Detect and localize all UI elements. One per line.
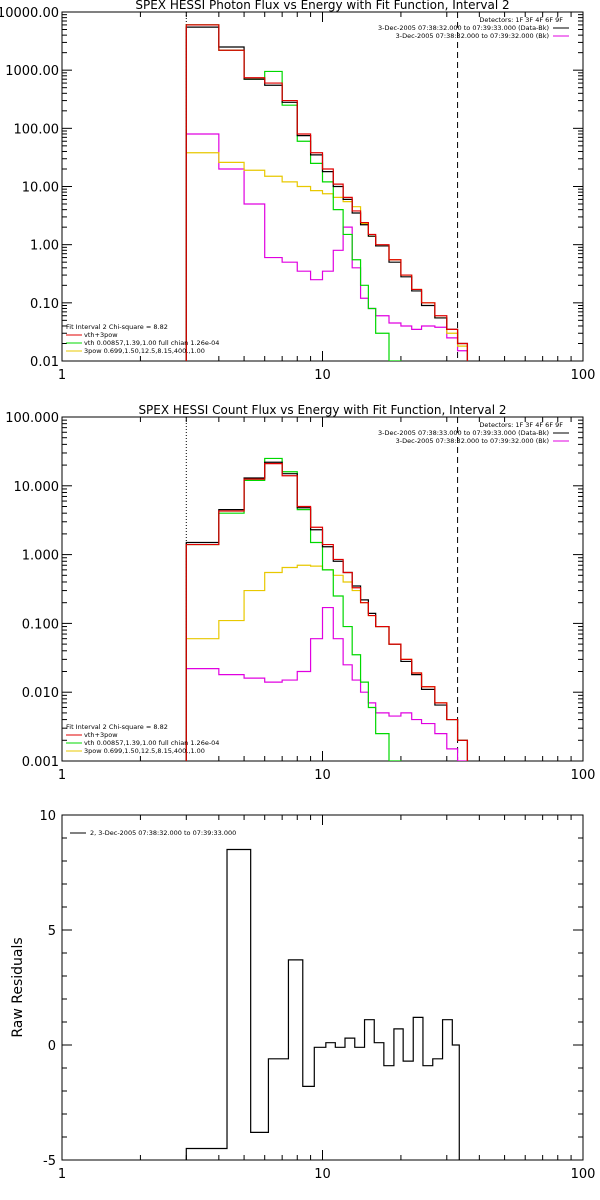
- panel-2-header-text: 3-Dec-2005 07:38:33.000 to 07:39:33.000 …: [378, 429, 549, 437]
- series-vth_plus_3pow-line: [185, 24, 469, 361]
- panel-3-x-tick-label: 10: [314, 1167, 331, 1182]
- panel-2-legend-text: vth+3pow: [84, 731, 118, 739]
- panel-1-legend-text: vth 0.00857,1.39,1.00 full chian 1.26e-0…: [84, 339, 219, 347]
- series-vth_plus_3pow-line: [185, 463, 469, 761]
- panel-1-legend-text: Fit Interval 2 Chi-square = 8.82: [66, 323, 168, 331]
- panel-2-header-text: Detectors: 1F 3F 4F 6F 9F: [479, 421, 563, 429]
- panel-2-x-tick-label: 100: [571, 768, 596, 783]
- series-data-line: [185, 26, 469, 361]
- series-3pow-line: [185, 152, 469, 361]
- panel-1-legend-text: vth+3pow: [84, 331, 118, 339]
- panel-1-header-text: 3-Dec-2005 07:38:32.000 to 07:39:33.000 …: [378, 24, 549, 32]
- panel-3-y-tick-label: 5: [48, 924, 56, 939]
- panel-1-x-tick-label: 100: [571, 368, 596, 383]
- series-residuals-line: [185, 848, 460, 1160]
- panel-2-y-tick-label: 0.001: [22, 755, 59, 770]
- panel-1-y-tick-label: 10.00: [22, 181, 59, 196]
- series-3pow-line: [185, 564, 469, 761]
- panel-1-y-tick-label: 1.00: [30, 239, 59, 254]
- panel-1-frame: [61, 11, 584, 362]
- panel-3-y-tick-label: 10: [39, 809, 56, 824]
- panel-1-y-tick-label: 1000.00: [5, 64, 59, 79]
- panel-2-legend-text: 3pow 0.699,1.50,12.5,8.15,400.,1.00: [84, 747, 205, 755]
- panel-3-legend-text: 2, 3-Dec-2005 07:38:32.000 to 07:39:33.0…: [90, 829, 236, 837]
- panel-1-header-text: Detectors: 1F 3F 4F 6F 9F: [479, 16, 563, 24]
- panel-1-title: SPEX HESSI Photon Flux vs Energy with Fi…: [135, 0, 509, 12]
- panel-1: [61, 11, 584, 362]
- panel-1-x-tick-label: 1: [58, 368, 66, 383]
- panel-3-y-axis-label: Raw Residuals: [10, 937, 26, 1037]
- panel-3-frame: [61, 814, 584, 1161]
- panel-2-legend-text: Fit Interval 2 Chi-square = 8.82: [66, 723, 168, 731]
- panel-1-x-tick-label: 10: [314, 368, 331, 383]
- panel-1-legend-text: 3pow 0.699,1.50,12.5,8.15,400.,1.00: [84, 347, 205, 355]
- panel-2-y-tick-label: 0.100: [22, 617, 59, 632]
- panel-2-y-tick-label: 0.010: [22, 686, 59, 701]
- panel-1-y-tick-label: 10000.00: [0, 6, 59, 21]
- series-background-line: [185, 606, 469, 761]
- panel-2-x-tick-label: 10: [314, 768, 331, 783]
- panel-1-y-tick-label: 0.01: [30, 355, 59, 370]
- panel-2-x-tick-label: 1: [58, 768, 66, 783]
- panel-2-y-tick-label: 1.000: [22, 549, 59, 564]
- panel-3-y-tick-label: -5: [43, 1154, 56, 1169]
- panel-2: [61, 416, 584, 762]
- panel-3-y-tick-label: 0: [48, 1039, 56, 1054]
- panel-3: [61, 814, 584, 1161]
- series-vth-line: [185, 24, 402, 361]
- series-background-line: [185, 133, 469, 361]
- series-vth-line: [185, 457, 402, 761]
- panel-2-frame: [61, 416, 584, 762]
- panel-3-x-tick-label: 100: [571, 1167, 596, 1182]
- panel-2-legend-text: vth 0.00857,1.39,1.00 full chian 1.26e-0…: [84, 739, 219, 747]
- panel-1-y-tick-label: 0.10: [30, 297, 59, 312]
- series-data-line: [185, 461, 469, 761]
- panel-2-header-text: 3-Dec-2005 07:38:32.000 to 07:39:32.000 …: [396, 437, 549, 445]
- panel-2-title: SPEX HESSI Count Flux vs Energy with Fit…: [138, 403, 506, 417]
- panel-3-x-tick-label: 1: [58, 1167, 66, 1182]
- panel-1-y-tick-label: 100.00: [14, 122, 60, 137]
- panel-2-y-tick-label: 100.000: [5, 411, 59, 426]
- panel-1-header-text: 3-Dec-2005 07:38:32.000 to 07:39:32.000 …: [396, 32, 549, 40]
- panel-2-y-tick-label: 10.000: [14, 480, 60, 495]
